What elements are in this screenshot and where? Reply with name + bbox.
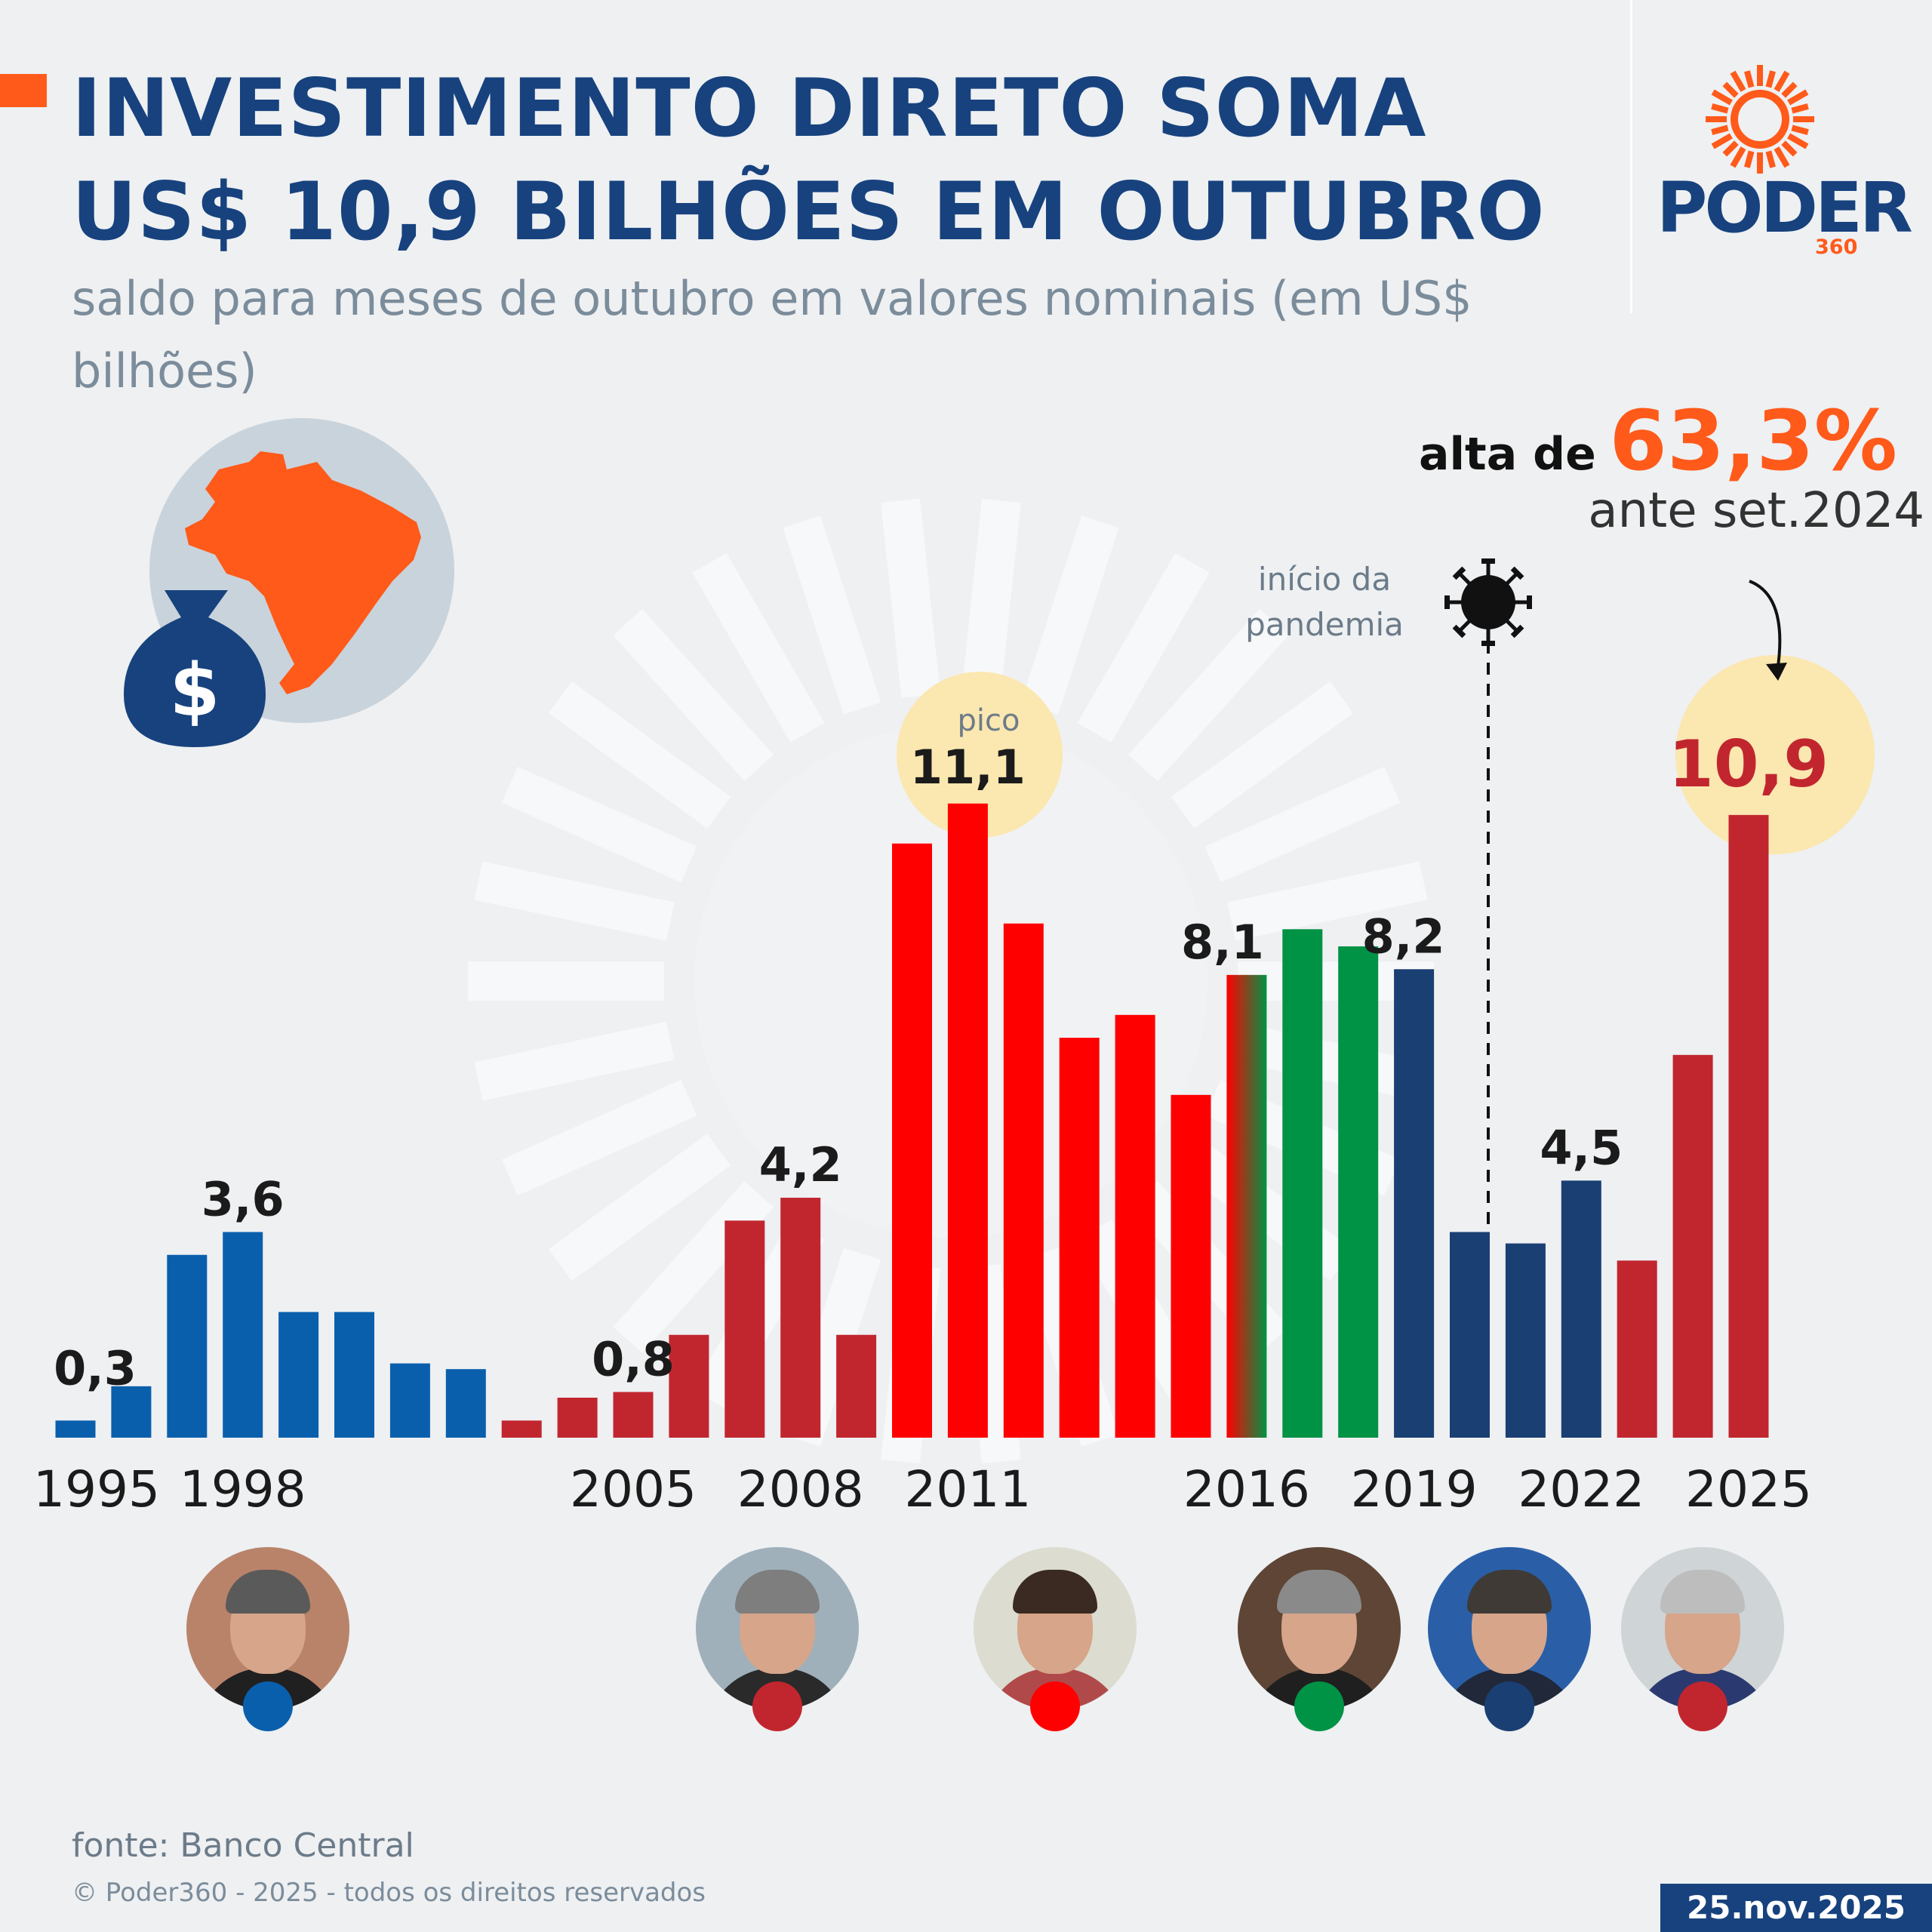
brazil-map-icon [185, 451, 421, 694]
value-label-1998: 3,6 [202, 1171, 285, 1226]
bar-2005 [613, 1392, 654, 1438]
highlight-circle-2011 [897, 672, 1063, 838]
value-label-2005: 0,8 [592, 1331, 675, 1386]
value-label-2008: 4,2 [759, 1137, 842, 1192]
bar-2017 [1282, 929, 1323, 1438]
logo-sun-icon [1706, 65, 1814, 174]
curved-arrow-icon [1749, 580, 1782, 672]
copyright: © Poder360 - 2025 - todos os direitos re… [72, 1878, 706, 1908]
tick-2011: 2011 [904, 1460, 1031, 1518]
value-label-2019: 8,2 [1362, 909, 1445, 964]
value-labels: 0,3 3,6 0,8 4,2 11,1 8,1 8,2 4,5 10,9 [54, 727, 1829, 1395]
value-label-2022: 4,5 [1540, 1120, 1623, 1175]
header-divider [1630, 0, 1632, 313]
value-label-2016: 8,1 [1181, 915, 1264, 970]
party-dot-lula [752, 1681, 802, 1731]
logo-number: 360 [1815, 235, 1858, 259]
bar-2007 [724, 1220, 765, 1438]
value-label-2011: 11,1 [910, 740, 1026, 795]
bar-2016 [1226, 974, 1267, 1438]
title-accent-bar [0, 74, 47, 107]
callout-comparison: ante set.2024 [1588, 483, 1924, 539]
bar-2015 [1171, 1094, 1211, 1438]
value-label-1995: 0,3 [54, 1340, 137, 1395]
bar-2001 [389, 1363, 430, 1438]
bar-2025 [1728, 814, 1769, 1438]
president-photo-dilma [974, 1547, 1137, 1710]
bar-2021 [1505, 1243, 1546, 1438]
page-subtitle: saldo para meses de outubro em valores n… [72, 271, 1472, 398]
brazil-money-illustration: $ [124, 418, 454, 747]
bar-2008 [780, 1198, 821, 1438]
bar-2023 [1617, 1260, 1657, 1438]
pico-note: pico [958, 703, 1020, 738]
tick-1998: 1998 [180, 1460, 306, 1518]
money-bag-icon: $ [124, 590, 266, 747]
page-title: INVESTIMENTO DIRETO SOMA US$ 10,9 BILHÕE… [72, 62, 1546, 258]
bar-2009 [836, 1334, 877, 1438]
bar-1998 [223, 1232, 263, 1438]
value-label-2025: 10,9 [1669, 727, 1829, 802]
bar-2020 [1450, 1232, 1490, 1438]
bar-2012 [1003, 923, 1044, 1438]
party-dot-lula-3 [1678, 1681, 1727, 1731]
arrow-head-icon [1766, 663, 1787, 681]
bar-2011 [947, 803, 988, 1438]
bar-2019 [1394, 969, 1435, 1438]
tick-1995: 1995 [33, 1460, 160, 1518]
party-dot-temer [1294, 1681, 1344, 1731]
bar-2006 [669, 1334, 709, 1438]
party-dot-fhc [243, 1681, 293, 1731]
callout-prefix: alta de [1419, 428, 1596, 481]
bar-2024 [1672, 1054, 1713, 1438]
publish-date: 25.nov.2025 [1660, 1884, 1932, 1932]
growth-callout: alta de 63,3% [1419, 392, 1902, 489]
bar-1997 [167, 1254, 208, 1438]
tick-2022: 2022 [1518, 1460, 1644, 1518]
pandemic-note: início da pandemia [1245, 561, 1404, 643]
bar-2003 [501, 1420, 542, 1438]
bar-2014 [1115, 1014, 1155, 1438]
bar-2002 [445, 1369, 486, 1438]
tick-2019: 2019 [1351, 1460, 1478, 1518]
bar-1999 [278, 1312, 319, 1438]
pandemic-marker [1444, 558, 1532, 1230]
president-photo-lula [696, 1547, 859, 1710]
x-tick-labels: 1995 1998 2005 2008 2011 2016 2019 2022 2025 [33, 1460, 1812, 1518]
svg-text:$: $ [170, 648, 220, 733]
party-dot-dilma [1030, 1681, 1080, 1731]
bar-2013 [1059, 1038, 1100, 1438]
tick-2005: 2005 [570, 1460, 697, 1518]
bar-2010 [892, 843, 932, 1438]
callout-percent: 63,3% [1609, 392, 1897, 489]
highlight-circle-2025 [1675, 655, 1875, 854]
bar-2022 [1561, 1180, 1601, 1438]
bar-2018 [1338, 946, 1379, 1438]
tick-2008: 2008 [737, 1460, 864, 1518]
virus-icon [1444, 558, 1532, 646]
bar-series [55, 803, 1769, 1438]
source-note: fonte: Banco Central [72, 1826, 414, 1865]
tick-2025: 2025 [1685, 1460, 1812, 1518]
bar-1995 [55, 1420, 96, 1438]
tick-2016: 2016 [1183, 1460, 1310, 1518]
party-dot-bolsonaro [1484, 1681, 1534, 1731]
bar-2000 [334, 1312, 374, 1438]
bar-2004 [557, 1398, 598, 1438]
bar-1996 [111, 1386, 152, 1438]
logo-wordmark[interactable]: PODER [1657, 168, 1913, 248]
